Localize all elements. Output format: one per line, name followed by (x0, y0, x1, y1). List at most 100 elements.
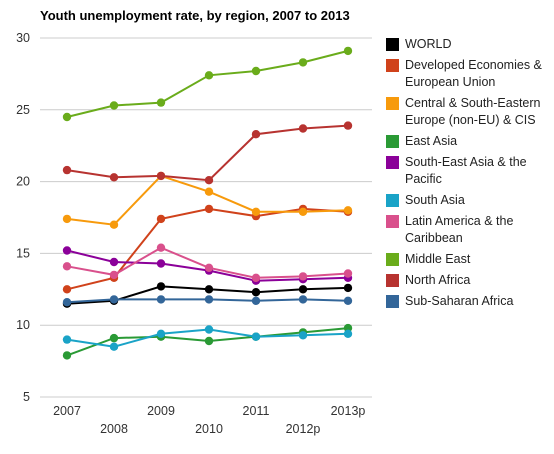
legend-swatch (386, 215, 399, 228)
legend-swatch (386, 295, 399, 308)
data-point (156, 259, 166, 268)
data-point (156, 171, 166, 181)
series-line (66, 124, 349, 182)
legend-swatch (386, 38, 399, 51)
data-point (156, 282, 166, 291)
x-tick-label: 2013p (331, 404, 366, 418)
legend-swatch (386, 135, 399, 148)
data-point (204, 263, 214, 272)
data-point (298, 295, 308, 304)
data-point (156, 295, 166, 304)
legend-label: WORLD (405, 37, 452, 51)
legend-label: Developed Economies & European Union (405, 58, 542, 89)
data-point (204, 285, 214, 294)
legend-item: Central & South-Eastern Europe (non-EU) … (386, 95, 554, 129)
data-point (109, 333, 119, 343)
x-tick-label: 2007 (53, 404, 81, 418)
x-tick-label: 2009 (147, 404, 175, 418)
data-point (109, 220, 119, 229)
data-point (109, 295, 119, 304)
data-point (251, 288, 261, 297)
data-point (204, 176, 214, 185)
data-point (298, 58, 308, 67)
data-point (62, 246, 72, 255)
data-point (298, 207, 308, 216)
data-point (62, 112, 72, 122)
legend-item: Developed Economies & European Union (386, 57, 554, 91)
data-point (62, 351, 72, 360)
legend-swatch (386, 156, 399, 169)
x-tick-label: 2010 (195, 422, 223, 436)
legend-item: South Asia (386, 192, 554, 209)
data-point (204, 295, 214, 304)
data-point (298, 331, 308, 340)
data-point (343, 269, 353, 278)
data-point (251, 296, 261, 305)
series-lines (66, 49, 349, 357)
chart-title: Youth unemployment rate, by region, 2007… (40, 8, 350, 23)
legend-swatch (386, 97, 399, 110)
data-point (62, 214, 72, 224)
legend-item: East Asia (386, 133, 554, 150)
legend-swatch (386, 274, 399, 287)
data-point (109, 270, 119, 280)
data-point (343, 206, 353, 215)
data-point (156, 214, 166, 224)
data-point (343, 329, 353, 338)
legend-swatch (386, 194, 399, 207)
y-tick-label: 25 (16, 103, 30, 117)
legend-item: Sub-Saharan Africa (386, 293, 554, 310)
legend-label: Latin America & the Caribbean (405, 214, 514, 245)
data-point (343, 283, 353, 293)
data-point (343, 121, 353, 130)
y-tick-label: 15 (16, 246, 30, 260)
data-point (62, 262, 72, 271)
data-point (251, 130, 261, 139)
data-point (62, 298, 72, 307)
data-point (204, 325, 214, 334)
data-point (156, 243, 166, 252)
legend-label: East Asia (405, 134, 458, 148)
x-tick-label: 2012p (286, 422, 321, 436)
data-point (251, 207, 261, 216)
data-point (62, 335, 72, 344)
data-point (62, 285, 72, 294)
legend-label: Middle East (405, 252, 471, 266)
data-point (298, 124, 308, 133)
y-tick-label: 10 (16, 318, 30, 332)
series-points (62, 46, 353, 360)
data-point (109, 257, 119, 267)
data-point (204, 187, 214, 196)
data-point (204, 336, 214, 346)
data-point (62, 165, 72, 175)
data-point (204, 204, 214, 214)
data-point (109, 342, 119, 351)
data-point (343, 296, 353, 305)
data-point (298, 285, 308, 294)
data-point (109, 101, 119, 110)
legend-item: Latin America & the Caribbean (386, 213, 554, 247)
data-point (204, 71, 214, 80)
axis-tick-labels: 5 10 15 20 25 30 2007 2008 2009 2010 2011 2012p 2013… (16, 31, 365, 436)
legend-item: North Africa (386, 272, 554, 289)
legend-swatch (386, 59, 399, 72)
y-tick-label: 5 (23, 390, 30, 404)
data-point (343, 46, 353, 56)
legend: WORLD Developed Economies & European Unio… (386, 36, 554, 314)
legend-label: South-East Asia & the Pacific (405, 155, 527, 186)
legend-label: North Africa (405, 273, 471, 287)
legend-item: South-East Asia & the Pacific (386, 154, 554, 188)
legend-item: Middle East (386, 251, 554, 268)
x-tick-label: 2011 (243, 404, 270, 418)
data-point (156, 98, 166, 107)
legend-swatch (386, 253, 399, 266)
legend-item: WORLD (386, 36, 554, 53)
y-tick-label: 30 (16, 31, 30, 45)
data-point (251, 332, 261, 341)
legend-label: Sub-Saharan Africa (405, 294, 514, 308)
data-point (251, 273, 261, 282)
legend-label: South Asia (405, 193, 465, 207)
y-tick-label: 20 (16, 175, 30, 189)
legend-label: Central & South-Eastern Europe (non-EU) … (405, 96, 541, 127)
